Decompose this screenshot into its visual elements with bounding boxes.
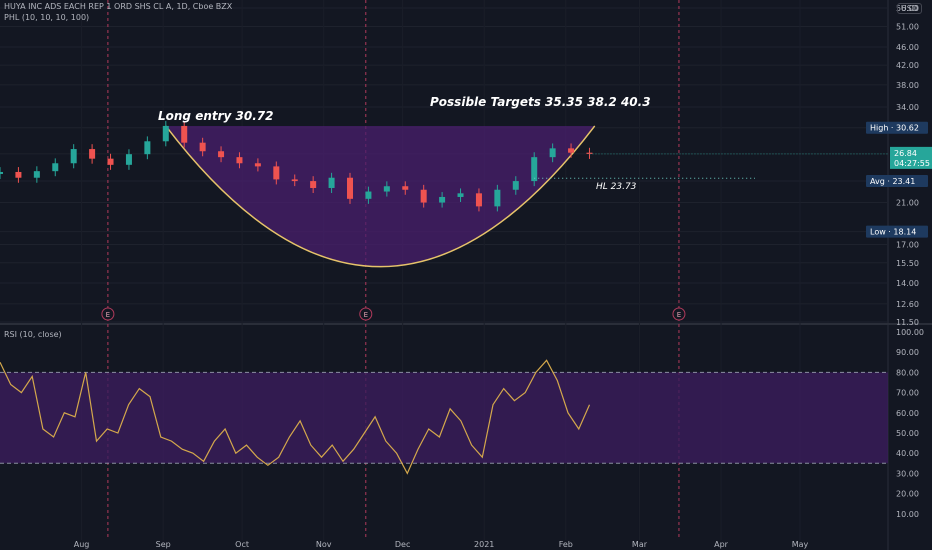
time-tick-label: Oct xyxy=(235,540,249,549)
time-tick-label: Nov xyxy=(316,540,332,549)
price-tick-label: 17.00 xyxy=(896,240,919,249)
candle-body xyxy=(347,177,353,199)
rsi-band xyxy=(0,372,888,464)
time-tick-label: May xyxy=(792,540,809,549)
price-tick-label: 12.60 xyxy=(896,300,919,309)
rsi-tick-label: 30.00 xyxy=(896,469,919,478)
candle-body xyxy=(402,186,409,190)
candle-body xyxy=(89,149,96,159)
candle-body xyxy=(181,125,188,143)
candle-body xyxy=(162,125,169,142)
time-tick-label: Sep xyxy=(156,540,171,549)
rsi-tick-label: 90.00 xyxy=(896,348,919,357)
countdown-badge: 04:27:55 xyxy=(894,159,930,168)
rsi-line xyxy=(0,359,591,475)
time-tick-label: Dec xyxy=(395,540,410,549)
time-tick-label: Aug xyxy=(74,540,90,549)
high-badge-bg xyxy=(866,121,928,134)
candle-body xyxy=(0,171,3,174)
earnings-label: E xyxy=(677,311,681,319)
rsi-tick-label: 40.00 xyxy=(896,449,919,458)
currency-badge[interactable]: USD xyxy=(896,3,922,14)
time-tick-label: Feb xyxy=(559,540,573,549)
candle-body xyxy=(310,181,317,188)
rsi-tick-label: 20.00 xyxy=(896,490,919,499)
cup-curve xyxy=(165,125,596,268)
candle-body xyxy=(218,151,225,158)
avg-badge-bg xyxy=(866,175,928,188)
price-tick-label: 42.00 xyxy=(896,61,919,70)
candle-body xyxy=(365,191,372,199)
rsi-tick-label: 50.00 xyxy=(896,429,919,438)
candle-body xyxy=(236,157,243,164)
candle-body xyxy=(52,163,59,172)
price-tick-label: 38.00 xyxy=(896,81,919,90)
price-tick-label: 34.00 xyxy=(896,103,919,112)
earnings-marker xyxy=(101,307,115,321)
candle-body xyxy=(531,157,538,182)
rsi-tick-label: 10.00 xyxy=(896,510,919,519)
earnings-marker xyxy=(672,307,686,321)
hl-label: HL 23.73 xyxy=(596,182,637,192)
candle-body xyxy=(494,189,501,207)
time-tick-label: Apr xyxy=(714,540,729,549)
earnings-label: E xyxy=(106,311,110,319)
candle-body xyxy=(457,193,464,197)
price-tick-label: 14.00 xyxy=(896,279,919,288)
candle-body xyxy=(199,142,206,152)
candle-body xyxy=(144,141,151,155)
time-tick-label: 2021 xyxy=(474,540,494,549)
candle-body xyxy=(568,148,575,153)
high-badge: High · 30.62 xyxy=(870,124,919,133)
candle-body xyxy=(273,166,280,180)
candle-body xyxy=(549,148,556,158)
targets-label: Possible Targets 35.35 38.2 40.3 xyxy=(430,95,651,109)
candle-body xyxy=(512,181,519,190)
price-tick-label: 21.00 xyxy=(896,199,919,208)
rsi-tick-label: 70.00 xyxy=(896,389,919,398)
rsi-tick-label: 60.00 xyxy=(896,409,919,418)
candle-body xyxy=(125,154,132,165)
candle-body xyxy=(254,163,261,167)
price-tick-label: 15.50 xyxy=(896,259,919,268)
time-tick-label: Mar xyxy=(632,540,648,549)
candle-body xyxy=(291,179,298,182)
rsi-tick-label: 80.00 xyxy=(896,368,919,377)
last-price-badge: 26.84 xyxy=(894,149,917,158)
avg-badge: Avg · 23.41 xyxy=(870,177,915,186)
rsi-tick-label: 100.00 xyxy=(896,328,924,337)
candle-body xyxy=(475,193,482,207)
price-tick-label: 46.00 xyxy=(896,43,919,52)
rsi-legend: RSI (10, close) xyxy=(4,330,62,339)
indicator-legend: PHL (10, 10, 10, 100) xyxy=(4,13,90,22)
candle-body xyxy=(383,186,390,192)
earnings-marker xyxy=(359,307,373,321)
candle-body xyxy=(420,189,427,203)
candle-body xyxy=(33,171,40,178)
price-tick-label: 51.00 xyxy=(896,23,919,32)
price-tick-label: 56.00 xyxy=(896,4,919,13)
candle-body xyxy=(586,152,593,154)
candle-body xyxy=(107,158,114,165)
candle-body xyxy=(70,149,77,164)
earnings-label: E xyxy=(364,311,368,319)
candle-body xyxy=(15,171,22,178)
candle-body xyxy=(328,177,335,188)
last-price-badge-bg xyxy=(890,146,932,169)
low-badge-bg xyxy=(866,225,928,238)
price-tick-label: 11.50 xyxy=(896,318,919,327)
low-badge: Low · 18.14 xyxy=(870,228,916,237)
long-entry-label: Long entry 30.72 xyxy=(158,109,274,123)
cup-fill xyxy=(165,125,595,267)
candle-body xyxy=(439,196,446,203)
symbol-legend: HUYA INC ADS EACH REP 1 ORD SHS CL A, 1D… xyxy=(4,2,233,11)
